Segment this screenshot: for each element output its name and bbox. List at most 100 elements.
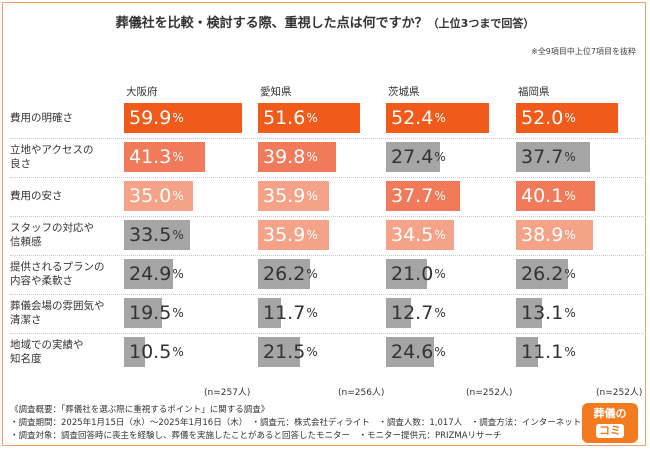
- bar-value-label: 34.5%: [386, 220, 446, 250]
- bar-value-label: 51.6%: [258, 103, 318, 133]
- bar-value-unit: %: [306, 111, 318, 125]
- bar-value-label: 52.0%: [516, 103, 576, 133]
- bar: [258, 259, 310, 289]
- bar-value-unit: %: [434, 189, 446, 203]
- bar-value-number: 38.9: [521, 224, 564, 246]
- category-label-line: 良さ: [10, 158, 31, 170]
- bar-value-number: 24.6: [391, 341, 434, 363]
- row-separator: [10, 138, 646, 139]
- bar: [516, 298, 542, 328]
- bar-value-number: 37.7: [391, 185, 434, 207]
- bar-value-unit: %: [434, 150, 446, 164]
- chart-title: 葬儀社を比較・検討する際、重視した点は何ですか？（上位3つまで回答）: [0, 12, 650, 31]
- category-label-line: 費用の明確さ: [10, 112, 73, 124]
- bar: [516, 259, 568, 289]
- bar-value-label: 33.5%: [124, 220, 184, 250]
- bar: [124, 181, 193, 211]
- bar: [386, 142, 440, 172]
- bar-value-number: 11.7: [263, 302, 306, 324]
- footer-line-2: ・調査期間：2025年1月15日（水）～2025年1月16日（木） ・調査元：株…: [10, 418, 599, 428]
- category-label-line: 提供されるプランの: [10, 261, 105, 273]
- row-separator: [10, 177, 646, 178]
- bar-value-label: 26.2%: [516, 259, 576, 289]
- bar-value-label: 40.1%: [516, 181, 576, 211]
- bar: [386, 220, 454, 250]
- bar: [258, 298, 281, 328]
- category-label: 地域での実績や 知名度: [10, 337, 122, 367]
- bar: [516, 142, 590, 172]
- category-label-line: 費用の安さ: [10, 190, 63, 202]
- bar-value-label: 37.7%: [516, 142, 576, 172]
- logo-line-1: 葬儀の: [593, 407, 627, 420]
- category-label-text: 費用の明確さ: [10, 111, 73, 125]
- bar-value-label: 11.1%: [516, 337, 576, 367]
- bar-value-unit: %: [434, 345, 446, 359]
- bar-value-unit: %: [172, 189, 184, 203]
- bar-value-label: 11.7%: [258, 298, 318, 328]
- row-separator: [10, 255, 646, 256]
- category-label-line: 葬儀会場の雰囲気や: [10, 300, 105, 312]
- bar-value-unit: %: [564, 345, 576, 359]
- bar-value-number: 27.4: [391, 146, 434, 168]
- title-sub: （上位3つまで回答）: [427, 17, 535, 30]
- bar: [386, 337, 434, 367]
- bar-value-unit: %: [564, 228, 576, 242]
- category-label: 立地やアクセスの 良さ: [10, 142, 122, 172]
- bar-value-label: 39.8%: [258, 142, 318, 172]
- bar-value-number: 35.9: [263, 185, 306, 207]
- category-label-line: スタッフの対応や: [10, 222, 94, 234]
- bar: [258, 337, 300, 367]
- category-label: 費用の明確さ: [10, 103, 122, 133]
- bar: [258, 142, 336, 172]
- bar-value-number: 40.1: [521, 185, 564, 207]
- bar-value-number: 21.5: [263, 341, 306, 363]
- footer-line-3: ・調査対象：調査回答時に喪主を経験し、葬儀を実施したことがあると回答したモニター…: [10, 431, 502, 441]
- category-label: スタッフの対応や 信頼感: [10, 220, 122, 250]
- bar: [124, 337, 145, 367]
- bar-value-unit: %: [564, 111, 576, 125]
- bar-value-label: 26.2%: [258, 259, 318, 289]
- bar-value-unit: %: [172, 345, 184, 359]
- bar-value-unit: %: [434, 111, 446, 125]
- bar-value-number: 59.9: [129, 107, 172, 129]
- bar-value-label: 24.6%: [386, 337, 446, 367]
- bar-value-unit: %: [434, 306, 446, 320]
- bar-value-number: 33.5: [129, 224, 172, 246]
- bar: [386, 103, 489, 133]
- bar-value-unit: %: [306, 306, 318, 320]
- chart-frame: [2, 2, 646, 446]
- sample-size-label: (n=252人): [466, 388, 513, 398]
- bar-value-label: 52.4%: [386, 103, 446, 133]
- bar-value-number: 10.5: [129, 341, 172, 363]
- bar-value-number: 37.7: [521, 146, 564, 168]
- bar-value-label: 35.0%: [124, 181, 184, 211]
- bar-value-label: 10.5%: [124, 337, 184, 367]
- bar: [516, 103, 618, 133]
- footer-line-1: 《調査概要：「葬儀社を選ぶ際に重視するポイント」に関する調査》: [10, 405, 270, 415]
- bar-value-number: 35.9: [263, 224, 306, 246]
- bar-value-unit: %: [306, 189, 318, 203]
- bar: [516, 220, 593, 250]
- bar-value-unit: %: [564, 267, 576, 281]
- category-label-line: 立地やアクセスの: [10, 144, 94, 156]
- category-label-line: 信頼感: [10, 236, 42, 248]
- sample-size-label: (n=257人): [204, 388, 251, 398]
- bar: [258, 181, 329, 211]
- category-label-line: 地域での実績や: [10, 339, 84, 351]
- bar-value-number: 11.1: [521, 341, 564, 363]
- bar-value-number: 52.0: [521, 107, 564, 129]
- bar: [516, 337, 538, 367]
- bar: [386, 181, 460, 211]
- bar-value-label: 35.9%: [258, 181, 318, 211]
- row-separator: [10, 333, 646, 334]
- bar-value-unit: %: [434, 228, 446, 242]
- category-label: 提供されるプランの 内容や柔軟さ: [10, 259, 122, 289]
- category-label-line: 清潔さ: [10, 314, 42, 326]
- bar-value-number: 41.3: [129, 146, 172, 168]
- bar-value-label: 38.9%: [516, 220, 576, 250]
- series-header: 大阪府: [126, 86, 158, 98]
- bar-value-unit: %: [564, 150, 576, 164]
- bar: [124, 103, 242, 133]
- row-separator: [10, 216, 646, 217]
- bar-value-unit: %: [306, 267, 318, 281]
